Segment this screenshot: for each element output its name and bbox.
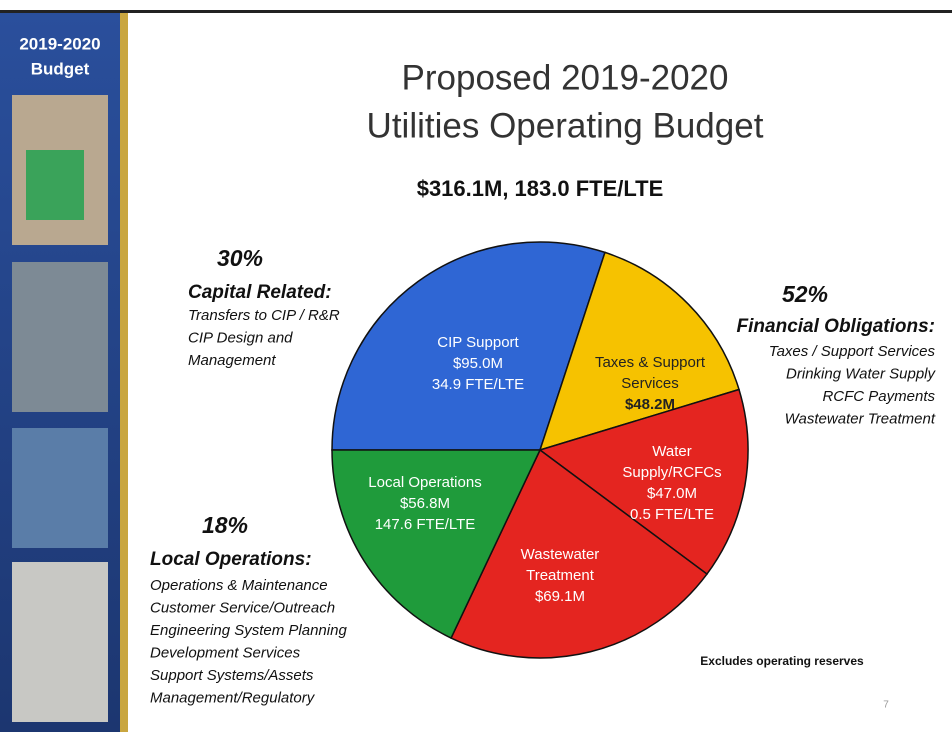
- chart-subtitle: $316.1M, 183.0 FTE/LTE: [417, 176, 664, 201]
- annotation-line: RCFC Payments: [822, 388, 935, 405]
- value-label: $95.0M: [453, 355, 503, 372]
- slice-label: Taxes & Support Services: [595, 354, 706, 392]
- annotation-heading: Local Operations:: [150, 549, 312, 570]
- annotation-line: Taxes / Support Services: [769, 343, 936, 360]
- annotation-line: Management/Regulatory: [150, 689, 316, 706]
- annotation-line: Development Services: [150, 644, 301, 661]
- annotation-line: Engineering System Planning: [150, 622, 347, 639]
- annotation-line: Transfers to CIP / R&R: [188, 307, 340, 324]
- annotation-line: Wastewater Treatment: [785, 410, 936, 427]
- photo: [12, 428, 108, 548]
- chart-title: Utilities Operating Budget: [367, 106, 764, 145]
- annotation-line: Customer Service/Outreach: [150, 599, 335, 616]
- pie-slice: [538, 388, 749, 576]
- page-number: 7: [883, 700, 889, 711]
- value-label: $69.1M: [535, 588, 585, 605]
- annotation-heading: Financial Obligations:: [737, 316, 935, 337]
- annotation-percent: 52%: [782, 281, 828, 307]
- sidebar-title: 2019-2020: [19, 34, 100, 53]
- annotation-line: Support Systems/Assets: [150, 667, 314, 684]
- annotation-heading: Capital Related:: [188, 282, 332, 303]
- fte-label: 34.9 FTE/LTE: [432, 376, 524, 393]
- photo: [12, 562, 108, 722]
- sidebar-stripe: [120, 13, 128, 732]
- annotation-percent: 30%: [217, 245, 263, 271]
- slice-label: Water Supply/RCFCs: [622, 443, 721, 481]
- annotation-line: Operations & Maintenance: [150, 577, 328, 594]
- pie-slice: [331, 449, 542, 640]
- chart-title: Proposed 2019-2020: [402, 58, 729, 97]
- annotation-line: CIP Design and: [188, 329, 293, 346]
- slice-label: Wastewater Treatment: [521, 546, 600, 584]
- annotation-line: Management: [188, 352, 276, 369]
- sidebar-title: Budget: [31, 59, 90, 78]
- fte-label: 0.5 FTE/LTE: [630, 506, 714, 523]
- slice-label: CIP Support: [437, 334, 519, 351]
- annotation-line: Drinking Water Supply: [786, 365, 936, 382]
- fte-label: 147.6 FTE/LTE: [375, 516, 476, 533]
- pie-slice: [450, 448, 709, 659]
- slice-label: Local Operations: [368, 474, 481, 491]
- value-label: $47.0M: [647, 485, 697, 502]
- pie-slice: [331, 241, 606, 451]
- photo-detail: [26, 150, 84, 220]
- pie-slice: [538, 251, 740, 452]
- top-border: [0, 10, 952, 13]
- annotation-percent: 18%: [202, 512, 248, 538]
- value-label: $56.8M: [400, 495, 450, 512]
- value-label: $48.2M: [625, 396, 675, 413]
- photo: [12, 262, 108, 412]
- note: Excludes operating reserves: [700, 654, 864, 668]
